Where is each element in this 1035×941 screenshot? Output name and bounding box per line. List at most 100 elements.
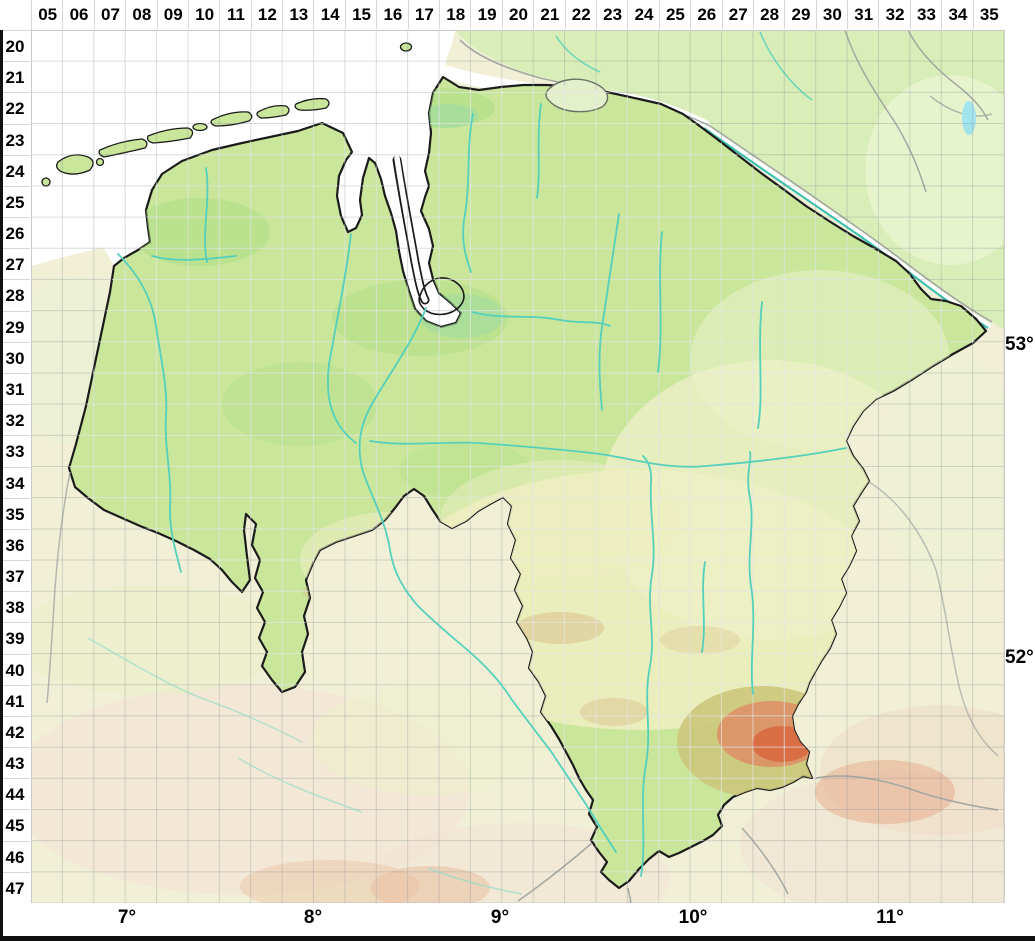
elbe-river xyxy=(703,127,989,329)
column-header-cell: 23 xyxy=(595,0,629,29)
region-north-of-elbe xyxy=(455,30,1004,330)
row-header-cell: 25 xyxy=(0,185,30,219)
column-header-cell: 27 xyxy=(721,0,754,29)
river-leda xyxy=(151,255,237,261)
row-header-cell: 35 xyxy=(0,497,30,530)
river-heath-1 xyxy=(657,231,663,373)
row-header-cell: 37 xyxy=(0,560,30,593)
row-header-cell: 36 xyxy=(0,528,30,562)
grid-corner-cell xyxy=(0,0,32,31)
column-header-cell: 18 xyxy=(439,0,472,29)
river-aller xyxy=(369,440,847,468)
column-header-cell: 25 xyxy=(658,0,692,29)
column-header-cell: 11 xyxy=(219,0,252,29)
row-header-cell: 34 xyxy=(0,466,30,499)
island-neuwerk xyxy=(399,42,413,52)
longitude-label: 9° xyxy=(490,907,510,928)
longitude-label: 11° xyxy=(876,907,904,928)
weser-channel xyxy=(394,155,428,303)
island-langeoog xyxy=(210,111,253,127)
hamburg-boundary xyxy=(545,78,609,113)
island-norderney xyxy=(146,127,194,144)
column-header-cell: 26 xyxy=(690,0,723,29)
river-wuemme xyxy=(471,311,611,327)
column-header-cell: 35 xyxy=(972,0,1005,29)
island-wangerooge xyxy=(294,97,330,111)
longitude-label-strip xyxy=(0,903,1035,936)
longitude-label: 7° xyxy=(117,907,137,928)
row-header-cell: 45 xyxy=(0,809,30,842)
river-innerste xyxy=(701,561,706,653)
row-header-cell: 44 xyxy=(0,778,30,811)
latitude-label: 53° xyxy=(1005,334,1034,355)
map-frame-bottom-edge xyxy=(0,936,1035,941)
river-luhe xyxy=(536,103,542,199)
islet xyxy=(41,177,51,187)
row-header-cell: 24 xyxy=(0,154,30,187)
column-header-cell: 30 xyxy=(815,0,849,29)
river-oker xyxy=(747,451,755,695)
row-header-cell: 27 xyxy=(0,248,30,281)
row-header-cell: 39 xyxy=(0,622,30,655)
row-header-cell: 31 xyxy=(0,372,30,406)
column-header-cell: 06 xyxy=(62,0,95,29)
rivers xyxy=(117,103,847,877)
longitude-label: 8° xyxy=(303,907,323,928)
river-hunte xyxy=(326,233,357,444)
row-header-cell: 46 xyxy=(0,840,30,873)
row-header-cell: 21 xyxy=(0,61,30,94)
other-state-borders-south xyxy=(46,471,999,903)
bremen-boundary xyxy=(418,277,465,316)
column-header-cell: 20 xyxy=(501,0,535,29)
column-header-cell: 21 xyxy=(533,0,566,29)
column-header-cell: 19 xyxy=(470,0,503,29)
column-header-cell: 32 xyxy=(878,0,911,29)
river-oste xyxy=(462,113,474,273)
row-header-cell: 33 xyxy=(0,435,30,468)
row-header-cell: 47 xyxy=(0,871,30,904)
row-header-cell: 43 xyxy=(0,747,30,780)
column-header-cell: 34 xyxy=(941,0,974,29)
rivers-north-of-elbe xyxy=(555,31,813,101)
column-header-cell: 09 xyxy=(156,0,189,29)
row-header-cell: 29 xyxy=(0,310,30,343)
elbe-river-channel xyxy=(701,123,991,329)
row-header-cell: 40 xyxy=(0,653,30,686)
column-header-cell: 31 xyxy=(847,0,880,29)
rivers-outside xyxy=(87,637,523,895)
column-header-cell: 33 xyxy=(909,0,943,29)
island-borkum xyxy=(56,154,94,175)
column-header-cell: 10 xyxy=(187,0,221,29)
row-header-cell: 42 xyxy=(0,715,30,749)
longitude-label: 10° xyxy=(678,907,708,928)
other-state-borders-ne xyxy=(844,30,993,193)
column-header-cell: 07 xyxy=(93,0,127,29)
column-header-row: 05 06 07 08 09 10 11 12 13 14 15 16 17 18 19 20 21 22 23 24… xyxy=(31,0,1005,31)
island-juist xyxy=(98,138,148,158)
latitude-label: 52° xyxy=(1005,647,1034,668)
column-header-cell: 08 xyxy=(125,0,158,29)
column-header-cell: 05 xyxy=(31,0,64,29)
river-leine xyxy=(640,455,655,877)
map-frame-left-edge xyxy=(0,30,3,941)
column-header-cell: 28 xyxy=(752,0,786,29)
row-header-cell: 38 xyxy=(0,591,30,624)
row-header-cell: 41 xyxy=(0,684,30,717)
row-header-cell: 26 xyxy=(0,217,30,250)
column-header-cell: 13 xyxy=(282,0,315,29)
island-baltrum xyxy=(192,122,208,132)
row-header-cell: 28 xyxy=(0,279,30,312)
column-header-cell: 14 xyxy=(313,0,346,29)
elbe-north-bank-border xyxy=(459,39,993,323)
column-header-cell: 22 xyxy=(564,0,597,29)
column-header-cell: 17 xyxy=(407,0,441,29)
row-header-cell: 20 xyxy=(0,30,30,63)
row-header-cell: 22 xyxy=(0,92,30,125)
river-ilmenau xyxy=(598,213,620,411)
islet xyxy=(95,157,105,167)
row-header-cell: 32 xyxy=(0,404,30,437)
latitude-label-strip xyxy=(1004,30,1035,941)
river-east-frisia xyxy=(204,167,209,263)
